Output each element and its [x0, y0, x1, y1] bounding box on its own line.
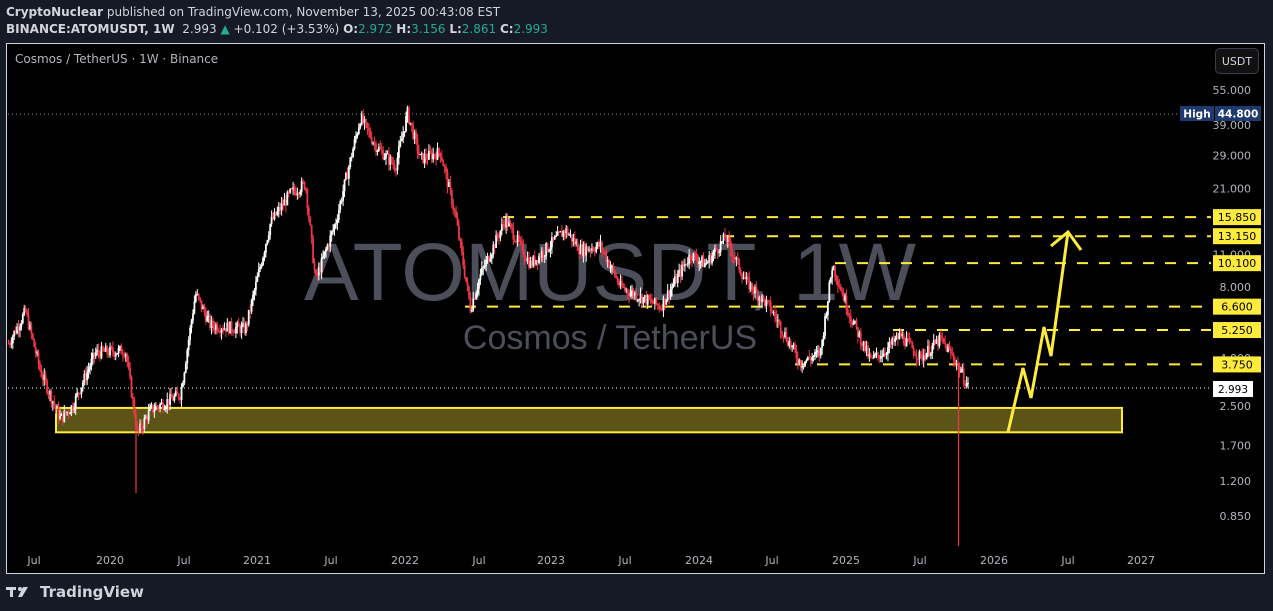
open-value: 2.972	[358, 22, 393, 36]
time-tick: Jul	[617, 554, 631, 567]
symbol-label: BINANCE:ATOMUSDT, 1W	[6, 22, 175, 36]
time-tick: Jul	[26, 554, 40, 567]
high-label: H:	[396, 22, 412, 36]
watermark: ATOMUSDT, 1W Cosmos / TetherUS	[304, 227, 917, 357]
time-tick: 2027	[1127, 554, 1155, 567]
level-badge	[1213, 298, 1261, 315]
time-tick: 2023	[537, 554, 565, 567]
time-tick: Jul	[764, 554, 778, 567]
watermark-name: Cosmos / TetherUS	[463, 319, 757, 357]
last-price-badge: 2.993	[1213, 381, 1253, 397]
time-tick: 2025	[832, 554, 860, 567]
level-badge-text: 15.850	[1218, 211, 1257, 224]
price-axis[interactable]: 55.00039.00029.00021.00011.0008.0004.000…	[1213, 84, 1262, 523]
time-tick: 2024	[685, 554, 713, 567]
price-tick: 8.000	[1220, 281, 1252, 294]
ohlc-line: BINANCE:ATOMUSDT, 1W 2.993 ▲ +0.102 (+3.…	[6, 21, 548, 38]
price-tick: 1.200	[1220, 475, 1252, 488]
published-text: published on TradingView.com, November 1…	[106, 5, 501, 19]
time-tick: Jul	[912, 554, 926, 567]
time-tick: Jul	[1060, 554, 1074, 567]
level-badge-text: 10.100	[1218, 257, 1257, 270]
svg-text:2.993: 2.993	[1218, 384, 1248, 396]
publish-header: CryptoNuclear published on TradingView.c…	[6, 4, 548, 38]
time-axis[interactable]: Jul 2020 Jul 2021 Jul 2022 Jul 2023 Jul 2024 Jul 20…	[26, 554, 1155, 567]
up-arrow-icon: ▲	[220, 22, 230, 36]
price-tick: 2.500	[1220, 400, 1252, 413]
time-tick: 2021	[243, 554, 271, 567]
price-change: +0.102 (+3.53%)	[233, 22, 340, 36]
publish-line: CryptoNuclear published on TradingView.c…	[6, 4, 548, 21]
level-badge-text: 13.150	[1218, 230, 1257, 243]
level-badge	[1213, 356, 1261, 373]
support-zone-box[interactable]	[55, 406, 1123, 434]
tradingview-logo-icon	[6, 587, 28, 597]
support-zone[interactable]	[55, 406, 1123, 434]
price-tick: 21.000	[1213, 182, 1252, 195]
resistance-levels[interactable]	[465, 216, 1211, 366]
time-tick: 2026	[980, 554, 1008, 567]
open-label: O:	[343, 22, 359, 36]
chart-title: Cosmos / TetherUS · 1W · Binance	[15, 52, 219, 66]
level-badge-text: 3.750	[1221, 358, 1253, 371]
time-tick: 2022	[391, 554, 419, 567]
footer-brand: TradingView	[40, 583, 144, 601]
candlesticks	[7, 105, 969, 546]
price-tick: 39.000	[1213, 119, 1252, 132]
level-badge	[1213, 322, 1261, 339]
low-value: 2.861	[461, 22, 497, 36]
author-name[interactable]: CryptoNuclear	[6, 5, 104, 19]
currency-button[interactable]: USDT	[1215, 48, 1259, 74]
low-label: L:	[449, 22, 462, 36]
tradingview-logo[interactable]: TradingView	[6, 583, 144, 601]
close-value: 2.993	[513, 22, 548, 36]
level-badge	[1213, 209, 1261, 226]
time-tick: Jul	[323, 554, 337, 567]
level-badge-text: 5.250	[1221, 324, 1253, 337]
price-tick: 1.700	[1220, 439, 1252, 452]
level-badge-text: 6.600	[1221, 301, 1253, 314]
high-badge: High 44.800	[1180, 106, 1261, 121]
time-tick: 2020	[96, 554, 124, 567]
chart-pane[interactable]	[6, 43, 1265, 574]
time-tick: Jul	[471, 554, 485, 567]
svg-text:High: High	[1183, 109, 1210, 121]
level-badge	[1213, 228, 1261, 245]
price-tick: 55.000	[1213, 84, 1252, 97]
svg-text:44.800: 44.800	[1218, 109, 1259, 121]
arrow-head-icon	[1050, 229, 1083, 251]
projection-arrow[interactable]	[1006, 231, 1070, 433]
price-tick: 29.000	[1213, 149, 1252, 162]
close-label: C:	[499, 22, 514, 36]
last-price: 2.993	[182, 22, 217, 36]
level-badge	[1213, 255, 1261, 272]
time-tick: Jul	[176, 554, 190, 567]
high-value: 3.156	[411, 22, 446, 36]
price-tick: 0.850	[1220, 510, 1252, 523]
